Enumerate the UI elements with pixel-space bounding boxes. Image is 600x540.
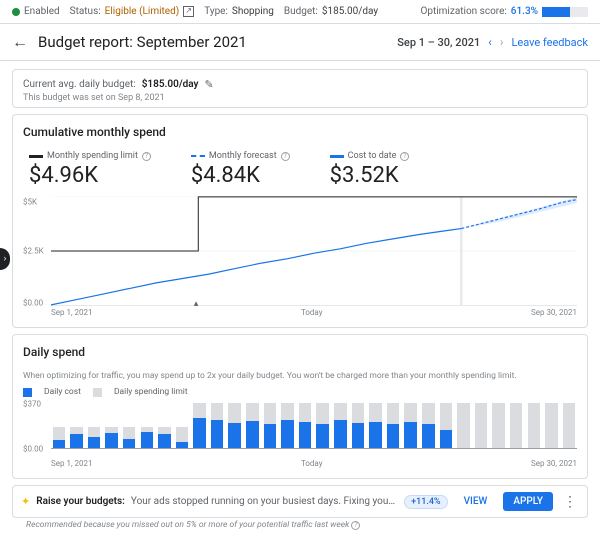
status-value[interactable]: Eligible (Limited)	[105, 6, 180, 17]
cumulative-x-axis: Sep 1, 2021 Today Sep 30, 2021	[51, 308, 577, 317]
more-options-icon[interactable]: ⋮	[561, 494, 579, 510]
bar[interactable]	[473, 403, 489, 449]
metric: Monthly forecast ? $4.84K	[191, 151, 290, 188]
bar[interactable]	[333, 403, 349, 449]
date-range[interactable]: Sep 1 – 30, 2021	[397, 36, 480, 49]
metric-swatch-icon	[191, 155, 205, 158]
daily-desc: When optimizing for traffic, you may spe…	[23, 371, 577, 381]
bar[interactable]	[104, 403, 120, 449]
enabled-dot-icon	[12, 8, 20, 16]
legend-cost-swatch-icon	[23, 388, 32, 397]
bar[interactable]	[297, 403, 313, 449]
page-header: ← Budget report: September 2021 Sep 1 – …	[0, 24, 600, 61]
bar[interactable]	[544, 403, 560, 449]
bar[interactable]	[561, 403, 577, 449]
daily-title: Daily spend	[23, 345, 577, 359]
budget-summary-card: Current avg. daily budget: $185.00/day ✎…	[12, 69, 588, 108]
bar[interactable]	[438, 403, 454, 449]
budget-summary-value: $185.00/day	[142, 79, 199, 90]
optimization-score-bar	[542, 7, 588, 17]
page-title: Budget report: September 2021	[38, 33, 247, 51]
back-arrow-icon[interactable]: ←	[12, 32, 28, 52]
cumulative-spend-card: Cumulative monthly spend Monthly spendin…	[12, 114, 588, 328]
type-segment: Type: Shopping	[204, 6, 274, 17]
metric-swatch-icon	[330, 155, 344, 158]
reco-text: Your ads stopped running on your busiest…	[131, 496, 396, 507]
help-icon[interactable]: ?	[142, 152, 151, 161]
bar[interactable]	[350, 403, 366, 449]
help-icon[interactable]: ?	[351, 521, 360, 530]
cumulative-title: Cumulative monthly spend	[23, 125, 577, 139]
cumulative-line-chart[interactable]: ▲ $5K$2.5K$0.00	[23, 196, 577, 306]
bar[interactable]	[315, 403, 331, 449]
bar[interactable]	[456, 403, 472, 449]
bar[interactable]	[368, 403, 384, 449]
enabled-status[interactable]: Enabled	[12, 6, 60, 17]
view-button[interactable]: VIEW	[456, 492, 496, 511]
bar[interactable]	[157, 403, 173, 449]
budget-summary-sub: This budget was set on Sep 8, 2021	[23, 93, 577, 103]
next-period-icon[interactable]: ›	[500, 35, 504, 49]
daily-spend-card: Daily spend When optimizing for traffic,…	[12, 334, 588, 479]
bar[interactable]	[262, 403, 278, 449]
metric: Cost to date ? $3.52K	[330, 151, 410, 188]
legend-limit-swatch-icon	[93, 388, 102, 397]
bar[interactable]	[227, 403, 243, 449]
external-link-icon[interactable]	[183, 6, 194, 17]
reco-title: Raise your budgets:	[36, 496, 125, 507]
metric-value: $4.84K	[191, 163, 290, 188]
reco-uplift-chip[interactable]: +11.4%	[404, 495, 447, 509]
help-icon[interactable]: ?	[400, 152, 409, 161]
bar[interactable]	[403, 403, 419, 449]
bar[interactable]	[192, 403, 208, 449]
recommendation-bar: ✦ Raise your budgets: Your ads stopped r…	[12, 485, 588, 518]
status-segment: Status: Eligible (Limited)	[70, 6, 195, 17]
bar[interactable]	[420, 403, 436, 449]
metric-value: $4.96K	[29, 163, 151, 188]
bar[interactable]	[385, 403, 401, 449]
sparkle-icon: ✦	[21, 495, 30, 508]
prev-period-icon[interactable]: ‹	[488, 35, 492, 49]
apply-button[interactable]: APPLY	[503, 492, 553, 511]
bar[interactable]	[508, 403, 524, 449]
campaign-status-bar: Enabled Status: Eligible (Limited) Type:…	[0, 0, 600, 24]
leave-feedback-link[interactable]: Leave feedback	[511, 36, 588, 49]
metric-row: Monthly spending limit ? $4.96K Monthly …	[23, 151, 577, 188]
enabled-label: Enabled	[24, 6, 60, 17]
edit-budget-icon[interactable]: ✎	[205, 78, 214, 91]
budget-summary-prefix: Current avg. daily budget:	[23, 79, 136, 90]
bar[interactable]	[209, 403, 225, 449]
bar[interactable]	[280, 403, 296, 449]
bar[interactable]	[139, 403, 155, 449]
daily-x-axis: Sep 1, 2021 Today Sep 30, 2021	[51, 459, 577, 468]
metric-value: $3.52K	[330, 163, 410, 188]
bar[interactable]	[491, 403, 507, 449]
bar[interactable]	[51, 403, 67, 449]
bar[interactable]	[69, 403, 85, 449]
metric-swatch-icon	[29, 155, 43, 158]
daily-bar-chart[interactable]: $370$0.00	[23, 399, 577, 457]
budget-segment[interactable]: Budget: $185.00/day	[284, 6, 378, 17]
help-icon[interactable]: ?	[281, 152, 290, 161]
daily-legend: Daily cost Daily spending limit	[23, 387, 577, 397]
bar[interactable]	[121, 403, 137, 449]
metric: Monthly spending limit ? $4.96K	[29, 151, 151, 188]
bar[interactable]	[86, 403, 102, 449]
bar[interactable]	[526, 403, 542, 449]
bar[interactable]	[245, 403, 261, 449]
bar[interactable]	[174, 403, 190, 449]
optimization-score-segment[interactable]: Optimization score: 61.3%	[420, 6, 588, 17]
reco-subtext: Recommended because you missed out on 5%…	[12, 518, 588, 536]
